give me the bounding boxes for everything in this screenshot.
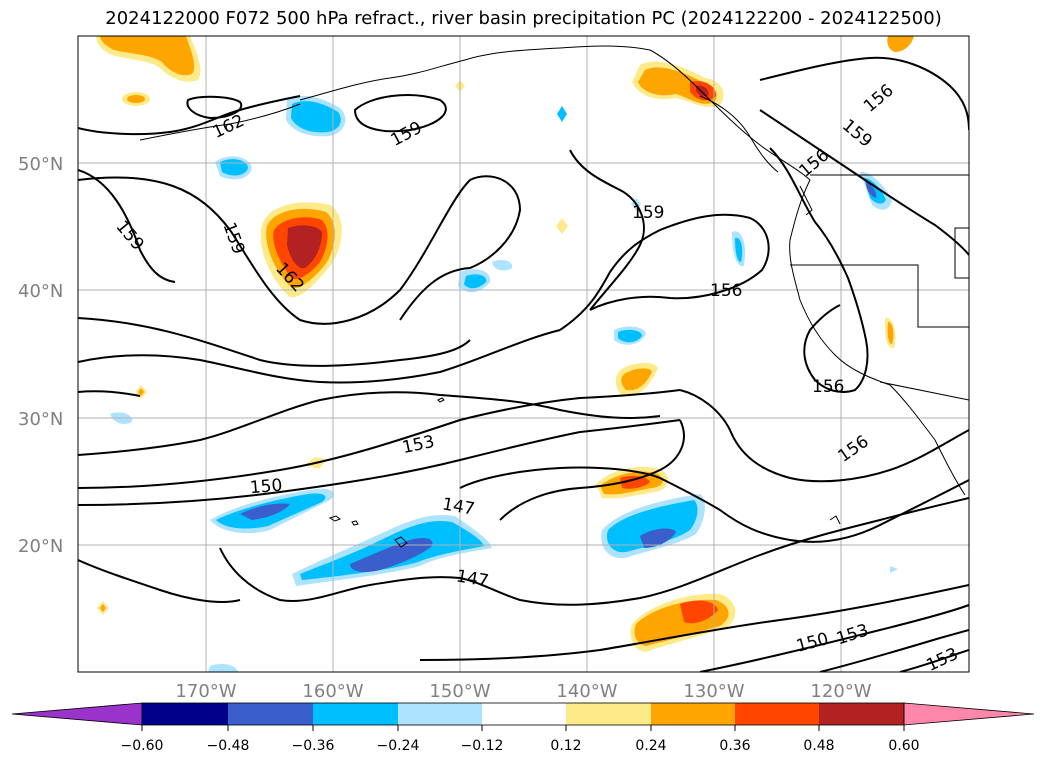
lat-label: 20°N	[18, 536, 63, 557]
colorbar-segment	[313, 703, 398, 725]
colorbar: −0.60 −0.48 −0.36 −0.24 −0.12 0.12 0.24 …	[11, 702, 1035, 754]
colorbar-segment	[398, 703, 482, 725]
colorbar-tick-label: −0.60	[121, 738, 164, 754]
colorbar-extend-low	[11, 702, 143, 726]
lat-label: 40°N	[18, 281, 63, 302]
colorbar-tick-label: 0.24	[635, 738, 666, 754]
colorbar-tick-label: −0.48	[207, 738, 250, 754]
graticule	[78, 36, 969, 672]
colorbar-tick-label: −0.12	[461, 738, 504, 754]
precip-negative-blob	[601, 494, 705, 559]
lon-label: 170°W	[175, 681, 236, 702]
colorbar-tick-label: 0.48	[803, 738, 834, 754]
colorbar-tick-label: 0.60	[888, 738, 919, 754]
colorbar-segment	[482, 703, 566, 725]
map-area	[78, 36, 969, 672]
lat-label: 50°N	[18, 154, 63, 175]
precip-negative-blob	[286, 95, 346, 137]
latitude-labels: 50°N 40°N 30°N 20°N	[18, 154, 63, 557]
precip-negative-blob	[292, 514, 492, 586]
precip-positive-blob	[630, 593, 736, 652]
map-frame	[77, 35, 970, 673]
colorbar-segment	[651, 703, 735, 725]
lon-label: 140°W	[556, 681, 617, 702]
colorbar-tick-label: −0.36	[292, 738, 335, 754]
colorbar-segment	[735, 703, 819, 725]
lon-label: 120°W	[810, 681, 871, 702]
contour-label: 156	[812, 377, 844, 397]
colorbar-segment	[566, 703, 651, 725]
precip-fill-layer	[96, 36, 914, 672]
map-title: 2024122000 F072 500 hPa refract., river …	[105, 8, 942, 29]
contour-label: 150	[249, 476, 283, 499]
colorbar-segment	[142, 703, 228, 725]
lon-label: 160°W	[302, 681, 363, 702]
precip-positive-blob	[96, 36, 201, 82]
lon-label: 130°W	[683, 681, 744, 702]
colorbar-segment	[228, 703, 313, 725]
contour-label: 159	[632, 203, 664, 223]
lat-label: 30°N	[18, 409, 63, 430]
lon-label: 150°W	[429, 681, 490, 702]
contour-label: 156	[710, 281, 742, 301]
refractivity-contours	[78, 56, 969, 672]
colorbar-segment	[819, 703, 904, 725]
colorbar-extend-high	[903, 702, 1035, 726]
precip-positive-blob	[260, 202, 342, 298]
precip-negative-blob	[210, 488, 334, 534]
colorbar-tick-label: 0.36	[719, 738, 750, 754]
longitude-labels: 170°W 160°W 150°W 140°W 130°W 120°W	[175, 681, 871, 702]
colorbar-tick-label: 0.12	[550, 738, 581, 754]
colorbar-tick-label: −0.24	[377, 738, 420, 754]
coastlines	[139, 45, 969, 548]
